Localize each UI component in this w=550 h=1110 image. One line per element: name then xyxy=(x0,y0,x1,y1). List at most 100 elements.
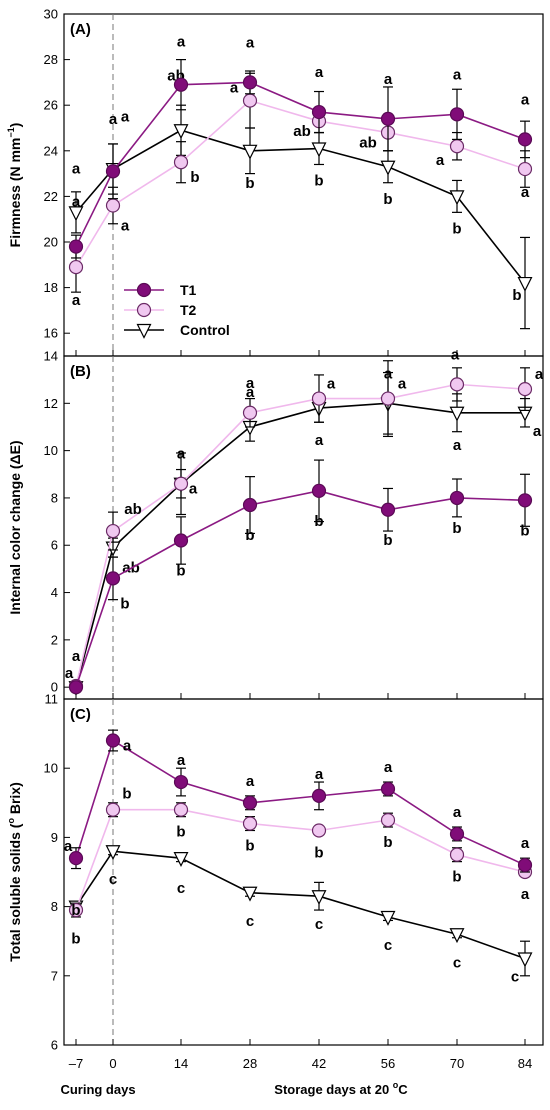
significance-letter-t2: ab xyxy=(293,123,311,140)
series-line-control xyxy=(75,129,526,284)
marker-control-6 xyxy=(449,928,465,944)
significance-letter-t2: a xyxy=(521,886,530,903)
significance-letter-control: a xyxy=(72,160,81,177)
y-tick-label: 10 xyxy=(44,443,58,458)
marker-control-2 xyxy=(173,852,189,868)
series-line-t2 xyxy=(75,808,526,911)
significance-letter-control: b xyxy=(314,173,323,190)
significance-letter-control: c xyxy=(109,871,117,888)
significance-letter-t2: b xyxy=(452,869,461,886)
panel-b: 0 2 4 6 8 10 12 14 (B) Internal color change (ΔE)… xyxy=(7,346,544,700)
significance-letter-t2: a xyxy=(72,648,81,665)
y-tick-label: 10 xyxy=(44,761,58,776)
marker-control-legend xyxy=(136,323,152,339)
series-line-t1 xyxy=(75,81,526,247)
marker-t1-5 xyxy=(380,502,396,517)
significance-letter-t1: a xyxy=(246,34,255,51)
significance-letter-t1: b xyxy=(452,520,461,537)
marker-t2-2 xyxy=(173,155,189,170)
marker-t2-0 xyxy=(68,902,84,918)
significance-letter-t1: a xyxy=(177,34,186,51)
panel-c: 6 7 8 9 10 11 (C) Total soluble solids (o Brix)… xyxy=(6,692,544,1053)
curing-days-label: Curing days xyxy=(60,1082,135,1097)
y-tick-label: 9 xyxy=(51,830,58,845)
marker-t1-1 xyxy=(105,733,121,748)
y-tick-label: 8 xyxy=(51,490,58,505)
significance-letter-t1: a xyxy=(177,752,186,769)
marker-t2-0 xyxy=(68,259,84,275)
significance-letter-control: a xyxy=(109,111,118,128)
marker-t1-6 xyxy=(449,490,465,506)
significance-letter-t2: a xyxy=(246,375,255,392)
significance-letter-t2: b xyxy=(383,834,392,851)
marker-t1-7 xyxy=(517,493,533,508)
significance-letter-t2: a xyxy=(72,292,81,309)
series-line-t1 xyxy=(75,490,526,688)
marker-t1-3 xyxy=(242,497,258,513)
marker-control-4 xyxy=(311,890,327,906)
marker-t2-2 xyxy=(173,802,189,817)
y-axis-title: Internal color change (ΔE) xyxy=(7,440,23,614)
marker-t1-6 xyxy=(449,826,465,842)
y-tick-label: 24 xyxy=(44,143,58,158)
legend-item-t2: T2 xyxy=(124,302,197,318)
marker-control-7 xyxy=(517,952,533,968)
marker-t1-1 xyxy=(105,164,121,179)
significance-letter-t1: b xyxy=(120,595,129,612)
y-axis-title: Firmness (N mm−1) xyxy=(6,123,23,248)
significance-letter-control: a xyxy=(453,437,462,454)
marker-control-3 xyxy=(242,144,258,160)
y-tick-label: 11 xyxy=(45,692,59,707)
y-tick-label: 4 xyxy=(51,585,58,600)
significance-letter-t2: b xyxy=(122,786,131,803)
marker-t1-4 xyxy=(311,104,327,120)
marker-t2-4 xyxy=(311,391,327,406)
y-tick-label: 8 xyxy=(51,899,58,914)
significance-letter-t2: a xyxy=(535,366,544,383)
significance-letter-t1: b xyxy=(314,513,323,530)
marker-t1-4 xyxy=(311,483,327,498)
significance-letter-control: b xyxy=(245,175,254,192)
significance-letter-t1: a xyxy=(65,665,74,682)
y-tick-label: 0 xyxy=(51,680,58,695)
y-tick-label: 22 xyxy=(44,189,58,204)
x-tick-label: 84 xyxy=(518,1056,532,1071)
marker-t2-6 xyxy=(449,139,465,154)
significance-letter-t2: b xyxy=(71,902,80,919)
significance-letter-control: c xyxy=(177,880,185,897)
x-tick-label: 14 xyxy=(174,1056,188,1071)
significance-letter-control: b xyxy=(71,931,80,948)
marker-t2-6 xyxy=(449,377,465,392)
significance-letter-t2: a xyxy=(189,481,198,498)
marker-t1-3 xyxy=(242,75,258,90)
x-tick-label: 70 xyxy=(450,1056,464,1071)
marker-t2-3 xyxy=(242,816,258,831)
significance-letter-t2: a xyxy=(327,376,336,393)
marker-t2-1 xyxy=(105,198,121,213)
significance-letter-t2: a xyxy=(230,80,239,97)
marker-control-4 xyxy=(311,142,327,158)
marker-t1-0 xyxy=(68,851,84,866)
marker-control-3 xyxy=(242,886,258,902)
y-tick-label: 26 xyxy=(44,98,58,113)
significance-letter-control: b xyxy=(383,191,392,208)
series-t2: b b b b b b b a xyxy=(68,786,533,919)
y-tick-label: 12 xyxy=(44,396,58,411)
panel-label: (B) xyxy=(70,363,91,380)
significance-letter-t2: b xyxy=(314,844,323,861)
significance-letter-t2: b xyxy=(245,838,254,855)
significance-letter-control: c xyxy=(315,916,323,933)
significance-letter-t1: a xyxy=(521,91,530,108)
panel-label: (A) xyxy=(70,21,91,38)
marker-t2-3 xyxy=(242,405,258,420)
significance-letter-t2: a xyxy=(398,376,407,393)
marker-t1-2 xyxy=(173,533,189,548)
marker-t1-0 xyxy=(68,680,84,695)
y-tick-label: 7 xyxy=(51,968,58,983)
marker-t1-4 xyxy=(311,788,327,803)
series-line-t1 xyxy=(75,739,526,866)
series-line-control xyxy=(75,850,526,960)
marker-t2-7 xyxy=(517,161,533,177)
